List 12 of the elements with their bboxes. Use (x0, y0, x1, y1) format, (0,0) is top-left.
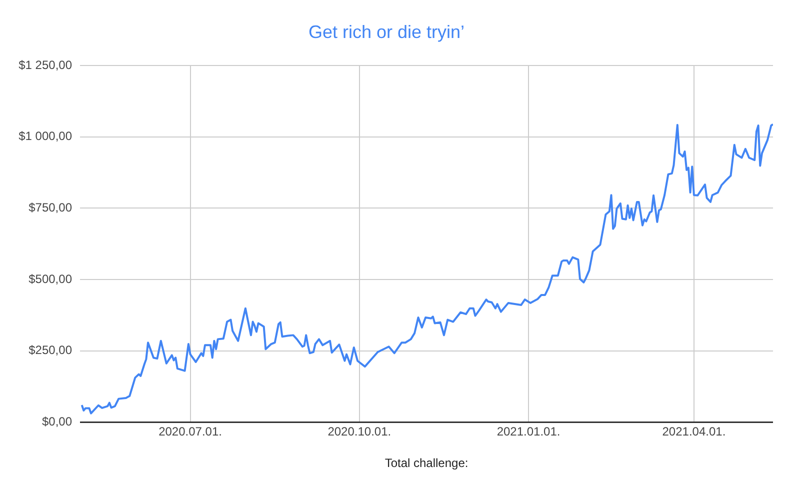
y-tick-label: $1 250,00 (18, 58, 72, 72)
chart-title: Get rich or die tryin’ (308, 22, 465, 42)
x-axis-title: Total challenge: (384, 456, 468, 470)
x-tick-label: 2021.01.01. (496, 424, 560, 439)
y-tick-label: $0,00 (42, 414, 72, 429)
x-tick-label: 2021.04.01. (662, 424, 726, 439)
x-tick-label: 2020.07.01. (158, 424, 222, 439)
y-tick-label: $250,00 (28, 343, 72, 358)
y-tick-label: $750,00 (28, 200, 72, 215)
x-tick-label: 2020.10.01. (328, 424, 392, 439)
y-tick-label: $1 000,00 (18, 129, 72, 144)
y-tick-label: $500,00 (28, 272, 72, 286)
